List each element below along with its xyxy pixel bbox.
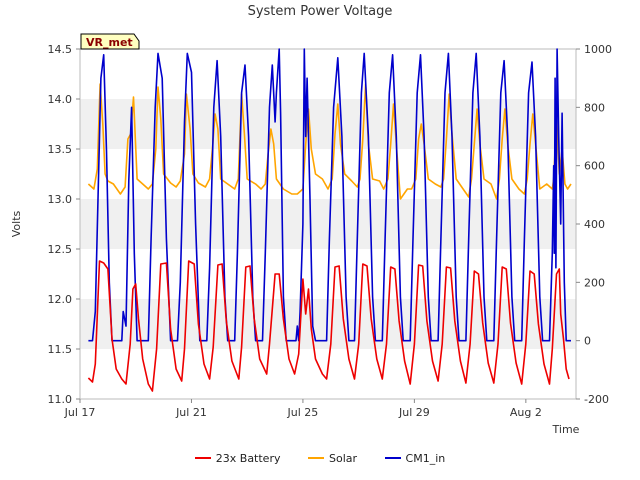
legend-swatch-solar — [307, 457, 324, 459]
x-tick-label: Jul 25 — [287, 406, 319, 419]
y-right-tick-label: 200 — [584, 276, 605, 289]
legend-item-cm1: CM1_in — [384, 452, 446, 465]
grid-band — [80, 199, 576, 249]
y-left-tick-label: 12.5 — [48, 243, 73, 256]
y-right-tick-label: 600 — [584, 160, 605, 173]
y-left-tick-label: 13.0 — [48, 193, 73, 206]
badge-text: VR_met — [86, 36, 133, 49]
y-axis-label: Volts — [10, 210, 23, 237]
legend-swatch-cm1 — [384, 457, 401, 459]
legend-swatch-battery — [194, 457, 211, 459]
y-right-tick-label: 400 — [584, 218, 605, 231]
legend-label-battery: 23x Battery — [215, 452, 281, 465]
axis-ticks: 11.0 11.5 12.0 12.5 13.0 13.5 14.0 14.5 -200 0 200… — [48, 43, 613, 419]
y-left-tick-label: 14.0 — [48, 93, 73, 106]
y-left-tick-label: 11.5 — [48, 343, 73, 356]
y-right-tick-label: 0 — [584, 335, 591, 348]
y-left-tick-label: 11.0 — [48, 393, 73, 406]
series-line-cm1-in — [88, 48, 571, 342]
x-axis-label: Time — [552, 423, 580, 436]
series-line-23x-battery — [87, 260, 570, 392]
legend: 23x Battery Solar CM1_in — [0, 452, 640, 465]
series-line-solar — [87, 83, 572, 200]
y-right-tick-label: 1000 — [584, 43, 612, 56]
y-left-tick-label: 14.5 — [48, 43, 73, 56]
x-tick-label: Jul 21 — [175, 406, 207, 419]
y-left-tick-label: 12.0 — [48, 293, 73, 306]
y-right-tick-label: -200 — [584, 393, 609, 406]
x-tick-label: Aug 2 — [510, 406, 542, 419]
y-right-tick-label: 800 — [584, 101, 605, 114]
chart-title: System Power Voltage — [248, 4, 393, 19]
x-tick-label: Jul 29 — [398, 406, 430, 419]
legend-label-cm1: CM1_in — [405, 452, 446, 465]
badge-box — [80, 33, 140, 50]
series-layer — [87, 48, 572, 392]
y-left-tick-label: 13.5 — [48, 143, 73, 156]
x-tick-label: Jul 17 — [64, 406, 96, 419]
legend-label-solar: Solar — [328, 452, 358, 465]
legend-item-solar: Solar — [307, 452, 358, 465]
vr-met-badge: VR_met — [80, 33, 140, 50]
legend-item-battery: 23x Battery — [194, 452, 281, 465]
